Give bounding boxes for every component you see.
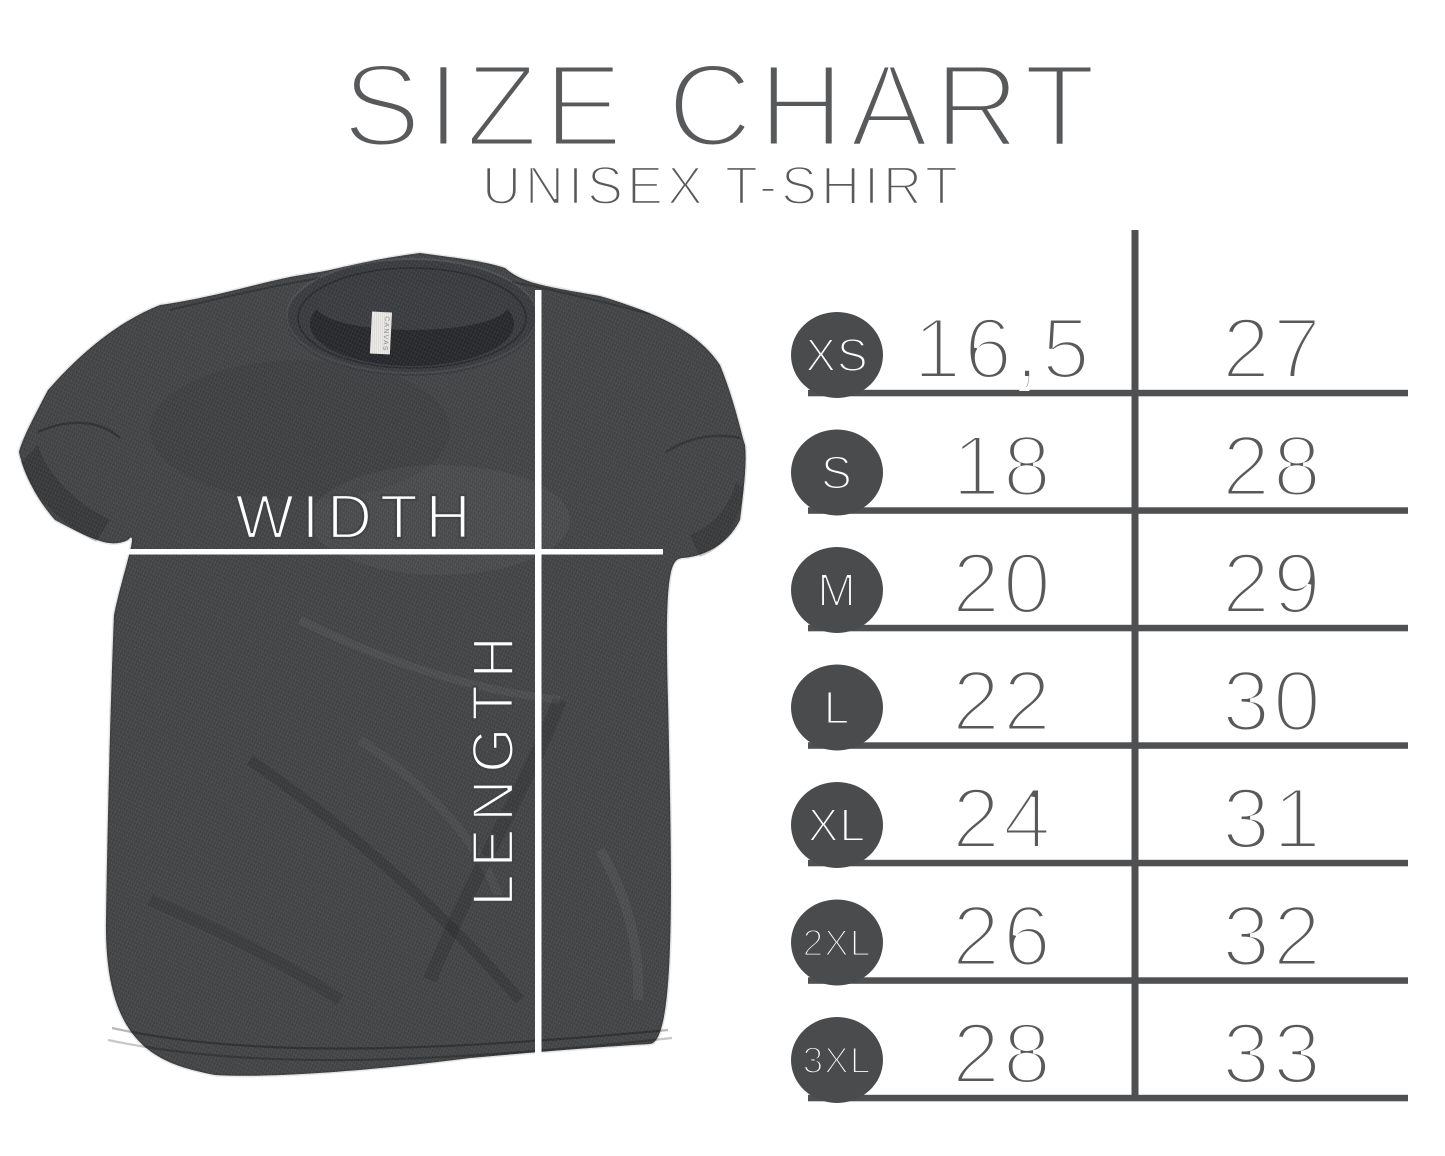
length-value: 27: [1222, 301, 1324, 397]
tshirt-body: [17, 251, 748, 1078]
collar-stitch: [297, 267, 527, 369]
left-cuff-fold: [37, 421, 121, 439]
size-badge: [791, 782, 883, 868]
right-cuff-fold: [665, 434, 741, 454]
length-value: 28: [1222, 419, 1324, 515]
width-value: 28: [952, 1006, 1054, 1102]
table-row-rule: [808, 389, 1408, 397]
left-cuff-shading: [21, 445, 110, 542]
table-row-rule: [808, 1094, 1408, 1102]
width-value: 18: [952, 419, 1054, 515]
table-column-divider: [1131, 230, 1139, 1101]
width-label: WIDTH: [235, 483, 478, 552]
length-value: 29: [1222, 536, 1324, 632]
table-row-rule: [808, 977, 1408, 984]
width-measure-line: [110, 549, 663, 555]
hem-stitch-upper: [111, 1026, 669, 1050]
width-value: 24: [952, 771, 1054, 867]
neck-tag-text: CANVAS: [381, 316, 390, 352]
chest-highlight: [310, 465, 570, 575]
left-shoulder-seam: [169, 277, 321, 311]
size-badge: [791, 547, 883, 633]
chest-shading: [150, 360, 450, 500]
wrinkle-1: [246, 755, 525, 1004]
collar-back-panel: [316, 282, 508, 330]
wrinkle-2: [423, 697, 567, 983]
table-row-rule: [808, 624, 1408, 632]
right-cuff-shading: [690, 482, 744, 557]
length-value: 32: [1222, 889, 1324, 985]
table-row-rule: [808, 859, 1408, 867]
wrinkle-5: [595, 847, 644, 1001]
length-value: 33: [1222, 1006, 1324, 1102]
page-subtitle: UNISEX T-SHIRT: [482, 156, 962, 216]
size-badge: [791, 429, 883, 516]
right-shoulder-seam: [511, 281, 651, 315]
wrinkle-4: [147, 894, 344, 1005]
size-badge: [791, 1017, 883, 1103]
size-badge-label: XL: [808, 799, 866, 851]
size-badge-label: 3XL: [803, 1040, 872, 1081]
width-value: 26: [952, 889, 1054, 985]
hem-stitch-lower: [107, 1036, 673, 1062]
size-badge: [791, 312, 883, 398]
size-badge-label: L: [824, 682, 851, 734]
width-value: 20: [952, 536, 1054, 632]
size-badge-label: XS: [805, 329, 868, 381]
size-badge: [791, 664, 883, 751]
size-badge-label: S: [821, 447, 853, 499]
length-measure-line: [535, 290, 542, 1057]
length-value: 30: [1222, 654, 1324, 750]
neck-tag: CANVAS: [369, 311, 393, 355]
size-badge: [791, 899, 883, 986]
size-badge-label: 2XL: [803, 923, 872, 964]
page-title: SIZE CHART: [342, 40, 1101, 172]
table-row-rule: [808, 742, 1408, 749]
table-row-rule: [808, 507, 1408, 514]
width-value: 16,5: [913, 301, 1092, 397]
length-label: LENGTH: [461, 629, 526, 906]
width-value: 22: [952, 654, 1054, 750]
length-value: 31: [1222, 771, 1324, 867]
wrinkle-6: [357, 736, 505, 902]
size-badge-label: M: [817, 564, 856, 616]
wrinkle-3: [298, 616, 561, 704]
